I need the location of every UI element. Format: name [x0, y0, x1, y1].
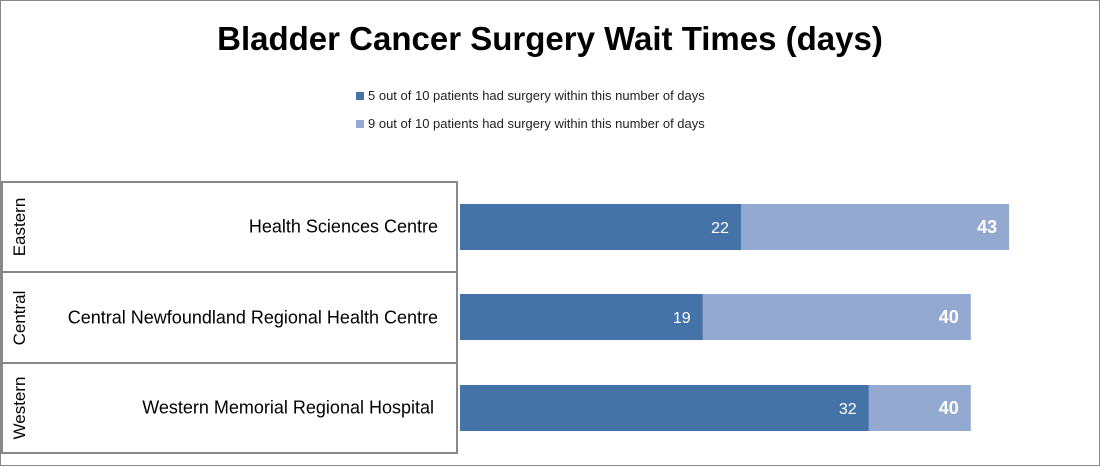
hospital-label: Central Newfoundland Regional Health Cen… — [67, 307, 438, 327]
data-label-median: 32 — [839, 401, 857, 418]
data-label-median: 22 — [711, 220, 729, 237]
legend-swatch — [356, 119, 364, 128]
data-label-median: 19 — [673, 310, 691, 327]
bar-median — [460, 385, 869, 431]
legend-item-median: 5 out of 10 patients had surgery within … — [356, 88, 705, 103]
hospital-label: Health Sciences Centre — [248, 216, 438, 237]
data-label-90th: 43 — [977, 217, 997, 237]
legend-item-90th: 9 out of 10 patients had surgery within … — [356, 116, 705, 131]
data-label-90th: 40 — [939, 398, 959, 418]
chart-title: Bladder Cancer Surgery Wait Times (days) — [217, 20, 883, 57]
category-row: Western Western Memorial Regional Hospit… — [1, 362, 458, 454]
legend-label: 9 out of 10 patients had surgery within … — [368, 116, 705, 131]
bar-median — [460, 204, 741, 250]
category-row: Eastern Health Sciences Centre — [1, 181, 458, 273]
data-label-90th: 40 — [939, 307, 959, 327]
hospital-label: Western Memorial Regional Hospital — [142, 397, 434, 418]
bar-median — [460, 294, 703, 340]
legend-label: 5 out of 10 patients had surgery within … — [368, 88, 705, 103]
legend-swatch — [356, 91, 364, 100]
